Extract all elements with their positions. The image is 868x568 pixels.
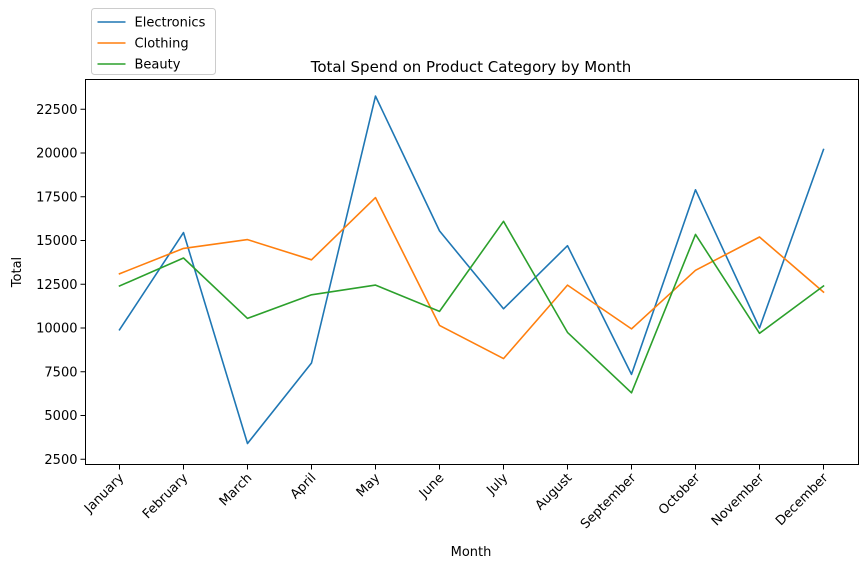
series-line-beauty — [118, 220, 825, 394]
y-tick-label: 2500 — [44, 453, 77, 468]
x-tick-label: February — [140, 471, 192, 523]
legend-label-beauty: Beauty — [135, 58, 181, 73]
y-tick-label: 15000 — [36, 234, 77, 249]
y-axis-title: Total — [10, 257, 25, 288]
y-tick-label: 22500 — [36, 103, 77, 118]
y-tick-label: 7500 — [44, 365, 77, 380]
y-tick-label: 20000 — [36, 147, 77, 162]
axes-frame — [85, 79, 859, 465]
y-tick-label: 17500 — [36, 190, 77, 205]
legend-label-electronics: Electronics — [135, 16, 206, 31]
x-axis: January February March April May June July Augu… — [81, 464, 832, 532]
x-tick-label: September — [578, 470, 640, 532]
series-line-electronics — [118, 95, 825, 445]
legend-label-clothing: Clothing — [135, 37, 189, 52]
y-tick-label: 12500 — [36, 278, 77, 293]
y-tick-label: 5000 — [44, 409, 77, 424]
x-axis-title: Month — [451, 545, 492, 560]
y-tick-label: 10000 — [36, 322, 77, 337]
x-tick-label: December — [773, 470, 832, 529]
x-tick-label: June — [416, 471, 447, 502]
x-tick-label: October — [656, 470, 704, 518]
y-axis: 2500 5000 7500 10000 12500 15000 17500 20000 225… — [36, 103, 86, 468]
x-tick-label: November — [709, 470, 768, 529]
x-tick-label: April — [288, 471, 320, 503]
x-tick-label: March — [217, 471, 256, 510]
x-tick-label: May — [354, 471, 384, 501]
series-line-clothing — [118, 196, 825, 360]
x-tick-label: July — [483, 471, 511, 499]
x-tick-label: January — [81, 471, 127, 517]
x-tick-label: August — [533, 471, 576, 514]
plot-series — [118, 95, 825, 445]
chart-title: Total Spend on Product Category by Month — [310, 58, 632, 76]
legend-box — [91, 8, 216, 75]
legend: Electronics Clothing Beauty — [91, 8, 216, 75]
